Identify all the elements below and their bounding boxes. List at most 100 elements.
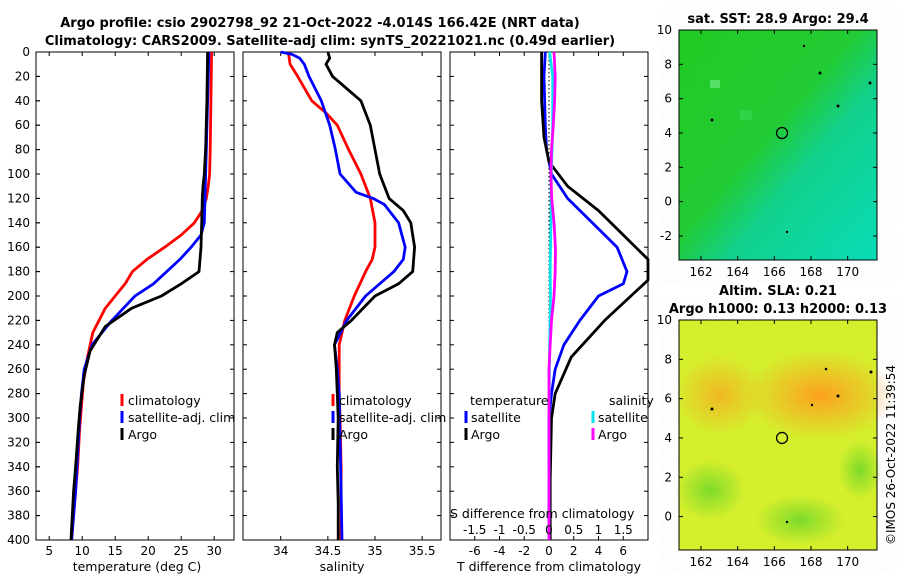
x-tick-label: 30	[207, 544, 222, 558]
island-dot	[818, 71, 822, 75]
map-x-tick-label: 164	[726, 265, 749, 279]
y-tick-label: 340	[7, 460, 30, 474]
series-line-argo	[69, 51, 209, 541]
difference-legend: temperature satellite Argo salinity sate…	[464, 393, 654, 442]
sla-map-panel: Altim. SLA: 0.21 Argo h1000: 0.13 h2000:…	[657, 284, 895, 569]
island-dot	[710, 407, 714, 411]
map-y-tick-label: 8	[664, 352, 672, 366]
island-dot	[802, 44, 806, 48]
island-dot	[869, 370, 873, 374]
x-tick-label: 25	[174, 544, 189, 558]
s-tick-label: 1	[595, 523, 603, 537]
temperature-xlabel: temperature (deg C)	[73, 559, 202, 574]
y-tick-label: 300	[7, 411, 30, 425]
sst-pixel	[740, 110, 752, 120]
temperature-panel: 0 20 40 60 80 100 120 140 160 180 200 220 240 260 280 3…	[7, 45, 235, 574]
x-tick-label: 35	[367, 544, 382, 558]
y-tick-label: 40	[15, 94, 30, 108]
title-line1: Argo profile: csio 2902798_92 21-Oct-202…	[60, 16, 580, 31]
series-line-argo	[324, 51, 417, 540]
map-y-tick-label: 0	[664, 510, 672, 524]
legend-s-argo: Argo	[598, 427, 627, 442]
sst-texture	[679, 30, 877, 260]
profile-location-marker	[775, 126, 789, 140]
legend-satellite-adj: satellite-adj. clim	[128, 410, 235, 425]
y-tick-label: 160	[7, 240, 30, 254]
sla-map-subtitle: Argo h1000: 0.13 h2000: 0.13	[669, 302, 887, 317]
x-tick-label: -2	[518, 544, 530, 558]
difference-panel: -6 -4 -2 0 2 4 6 S difference from climatology…	[449, 51, 654, 574]
island-dot	[785, 230, 789, 234]
s-tick-label: -0.5	[513, 523, 536, 537]
y-tick-label: 180	[7, 265, 30, 279]
temperature-legend: climatology satellite-adj. clim Argo	[120, 393, 235, 442]
map-y-tick-label: 2	[664, 160, 672, 174]
map-x-tick-label: 166	[763, 555, 786, 569]
x-tick-label: -4	[494, 544, 506, 558]
map-y-tick-label: 10	[657, 313, 672, 327]
legend-t-satellite: satellite	[471, 410, 521, 425]
x-tick-label: 6	[619, 544, 627, 558]
map-y-tick-label: 6	[664, 392, 672, 406]
y-tick-label: 260	[7, 362, 30, 376]
map-x-tick-label: 166	[763, 265, 786, 279]
y-tick-label: 320	[7, 435, 30, 449]
title-line2: Climatology: CARS2009. Satellite-adj cli…	[45, 34, 615, 49]
y-tick-label: 0	[22, 45, 30, 59]
s-tick-label: 0	[545, 523, 553, 537]
legend-argo: Argo	[128, 427, 157, 442]
profile-location-marker	[775, 431, 789, 445]
salinity-panel: 34 34.5 35 35.5 salinity climatology satell…	[242, 50, 446, 574]
y-tick-label: 120	[7, 191, 30, 205]
t-difference-label: T difference from climatology	[456, 559, 642, 574]
x-tick-label: 20	[141, 544, 156, 558]
salinity-xlabel: salinity	[320, 559, 365, 574]
x-tick-label: 5	[45, 544, 53, 558]
map-x-tick-label: 162	[690, 555, 713, 569]
island-dot	[710, 118, 714, 122]
s-tick-label: 0.5	[564, 523, 583, 537]
x-tick-label: 34.5	[314, 544, 341, 558]
y-tick-label: 360	[7, 484, 30, 498]
legend-climatology: climatology	[339, 393, 412, 408]
sla-map-title: Altim. SLA: 0.21	[719, 284, 837, 299]
y-tick-label: 140	[7, 216, 30, 230]
island-dot	[836, 104, 840, 108]
legend-argo: Argo	[339, 427, 368, 442]
legend-climatology: climatology	[128, 393, 201, 408]
legend-title-temperature: temperature	[470, 393, 549, 408]
y-tick-label: 80	[15, 143, 30, 157]
x-tick-label: 2	[570, 544, 578, 558]
map-y-tick-label: 8	[664, 57, 672, 71]
legend-s-satellite: satellite	[598, 410, 648, 425]
s-tick-label: -1.5	[463, 523, 486, 537]
x-tick-label: 10	[75, 544, 90, 558]
map-x-tick-label: 168	[800, 555, 823, 569]
map-x-tick-label: 170	[836, 265, 859, 279]
map-y-tick-label: 6	[664, 92, 672, 106]
island-dot	[868, 81, 872, 85]
sst-map-title: sat. SST: 28.9 Argo: 29.4	[687, 12, 868, 27]
series-line-t-argo	[540, 52, 650, 540]
y-tick-label: 400	[7, 533, 30, 547]
legend-satellite-adj: satellite-adj. clim	[339, 410, 446, 425]
x-tick-label: 4	[595, 544, 603, 558]
y-tick-label: 240	[7, 338, 30, 352]
x-tick-label: 34	[273, 544, 288, 558]
y-tick-label: 100	[7, 167, 30, 181]
x-tick-label: 0	[545, 544, 553, 558]
sst-map-panel: sat. SST: 28.9 Argo: 29.4 162 164 166 168 17…	[657, 12, 878, 279]
y-tick-label: 60	[15, 118, 30, 132]
s-difference-label: S difference from climatology	[450, 506, 635, 521]
map-y-tick-label: 2	[664, 470, 672, 484]
imos-timestamp: ©IMOS 26-Oct-2022 11:39:54	[884, 365, 898, 545]
series-line-s-argo	[547, 51, 557, 540]
s-tick-label: 1.5	[614, 523, 633, 537]
sst-frame	[678, 29, 878, 261]
map-y-tick-label: 4	[664, 431, 672, 445]
y-tick-label: 380	[7, 509, 30, 523]
legend-t-argo: Argo	[471, 427, 500, 442]
y-tick-label: 220	[7, 313, 30, 327]
island-dot	[785, 520, 789, 524]
